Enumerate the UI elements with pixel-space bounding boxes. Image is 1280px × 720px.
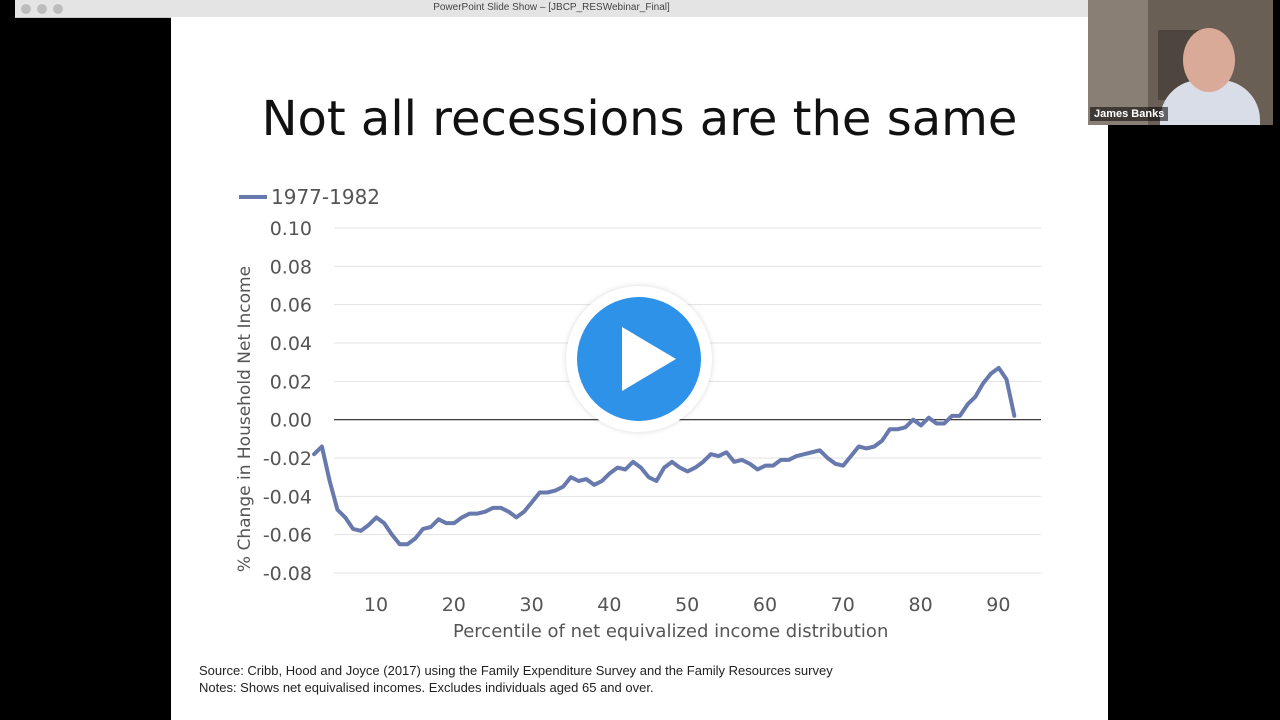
x-tick-label: 70 xyxy=(831,594,855,616)
play-icon xyxy=(622,327,676,391)
webcam-thumbnail[interactable]: James Banks xyxy=(1088,0,1273,125)
y-tick-label: -0.02 xyxy=(263,448,312,470)
x-axis-label: Percentile of net equivalized income dis… xyxy=(453,621,889,642)
chart-legend: 1977-1982 xyxy=(239,185,380,209)
x-tick-label: 30 xyxy=(520,594,544,616)
play-button-circle xyxy=(577,297,701,421)
legend-swatch xyxy=(239,195,267,199)
source-notes: Source: Cribb, Hood and Joyce (2017) usi… xyxy=(199,662,833,696)
y-tick-label: 0.02 xyxy=(270,371,312,393)
slide-title: Not all recessions are the same xyxy=(261,91,1018,147)
y-tick-label: -0.08 xyxy=(263,563,312,585)
minimize-window-icon[interactable] xyxy=(37,4,47,14)
y-axis-label: % Change in Household Net Income xyxy=(235,265,255,573)
x-tick-label: 40 xyxy=(597,594,621,616)
y-tick-label: -0.06 xyxy=(263,525,312,547)
x-tick-label: 90 xyxy=(986,594,1010,616)
y-tick-label: 0.08 xyxy=(270,256,312,278)
legend-label: 1977-1982 xyxy=(271,185,381,209)
y-tick-label: 0.04 xyxy=(270,333,312,355)
notes-line: Notes: Shows net equivalised incomes. Ex… xyxy=(199,680,654,695)
close-window-icon[interactable] xyxy=(21,4,31,14)
x-tick-label: 60 xyxy=(753,594,777,616)
y-tick-label: 0.06 xyxy=(270,295,312,317)
x-tick-label: 50 xyxy=(675,594,699,616)
x-tick-label: 20 xyxy=(442,594,466,616)
y-tick-label: 0.10 xyxy=(270,218,312,240)
series-line xyxy=(312,365,1017,547)
zoom-window-icon[interactable] xyxy=(53,4,63,14)
y-tick-label: -0.04 xyxy=(263,486,312,508)
webcam-background xyxy=(1088,0,1148,125)
participant-name: James Banks xyxy=(1090,107,1169,121)
window-titlebar: PowerPoint Slide Show – [JBCP_RESWebinar… xyxy=(15,0,1088,18)
window-title: PowerPoint Slide Show – [JBCP_RESWebinar… xyxy=(433,2,670,13)
webcam-person-head xyxy=(1183,28,1235,92)
x-tick-label: 80 xyxy=(909,594,933,616)
source-line: Source: Cribb, Hood and Joyce (2017) usi… xyxy=(199,663,833,678)
y-tick-label: 0.00 xyxy=(270,410,312,432)
play-button[interactable] xyxy=(566,286,712,432)
x-tick-label: 10 xyxy=(364,594,388,616)
